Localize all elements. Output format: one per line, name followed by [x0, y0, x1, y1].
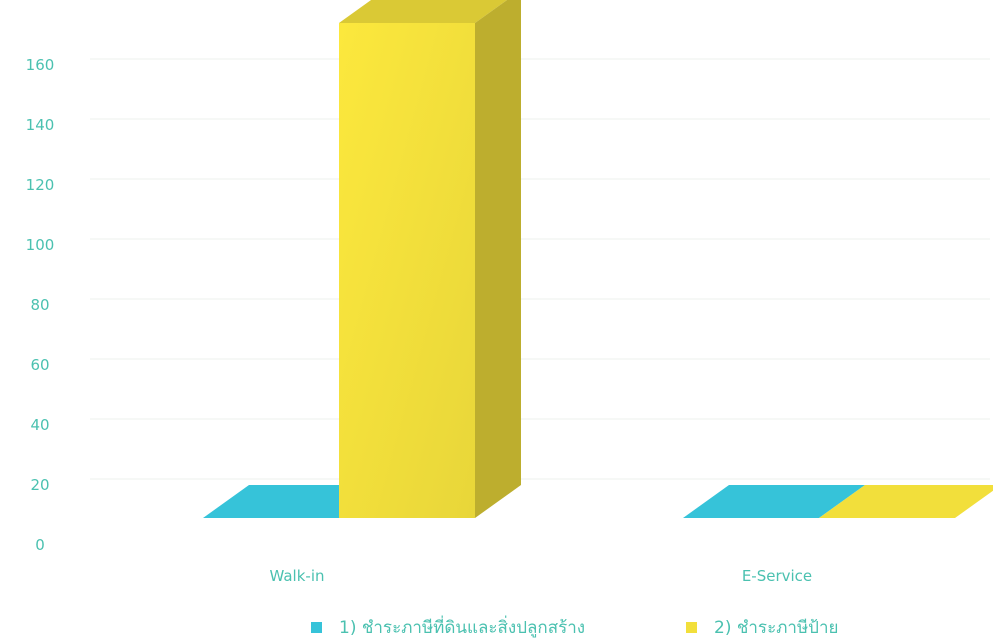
bars — [203, 0, 993, 518]
gridlines — [90, 58, 990, 480]
bar-e-service-series-2 — [819, 485, 993, 518]
y-tick-label: 140 — [26, 116, 55, 134]
y-tick-label: 100 — [26, 236, 55, 254]
y-tick-label: 20 — [30, 476, 49, 494]
y-tick-label: 40 — [30, 416, 49, 434]
y-tick-label: 80 — [30, 296, 49, 314]
legend-label: 2) ชำระภาษีป้าย — [714, 618, 838, 638]
legend-item-2: 2) ชำระภาษีป้าย — [686, 618, 838, 638]
x-category-label: Walk-in — [269, 567, 324, 585]
y-tick-label: 0 — [35, 536, 45, 554]
legend-swatch — [686, 622, 697, 633]
legend: 1) ชำระภาษีที่ดินและสิ่งปลูกสร้าง 2) ชำระ… — [311, 615, 838, 638]
y-tick-label: 160 — [26, 56, 55, 74]
legend-item-1: 1) ชำระภาษีที่ดินและสิ่งปลูกสร้าง — [311, 615, 585, 638]
bar-walk-in-series-2 — [339, 0, 521, 518]
x-axis-labels: Walk-in E-Service — [269, 567, 812, 585]
bar-e-service-series-1 — [683, 485, 865, 518]
y-axis-ticks: 0 20 40 60 80 100 120 140 160 — [26, 56, 55, 554]
x-category-label: E-Service — [742, 567, 812, 585]
legend-swatch — [311, 622, 322, 633]
y-tick-label: 120 — [26, 176, 55, 194]
y-tick-label: 60 — [30, 356, 49, 374]
legend-label: 1) ชำระภาษีที่ดินและสิ่งปลูกสร้าง — [339, 615, 585, 638]
